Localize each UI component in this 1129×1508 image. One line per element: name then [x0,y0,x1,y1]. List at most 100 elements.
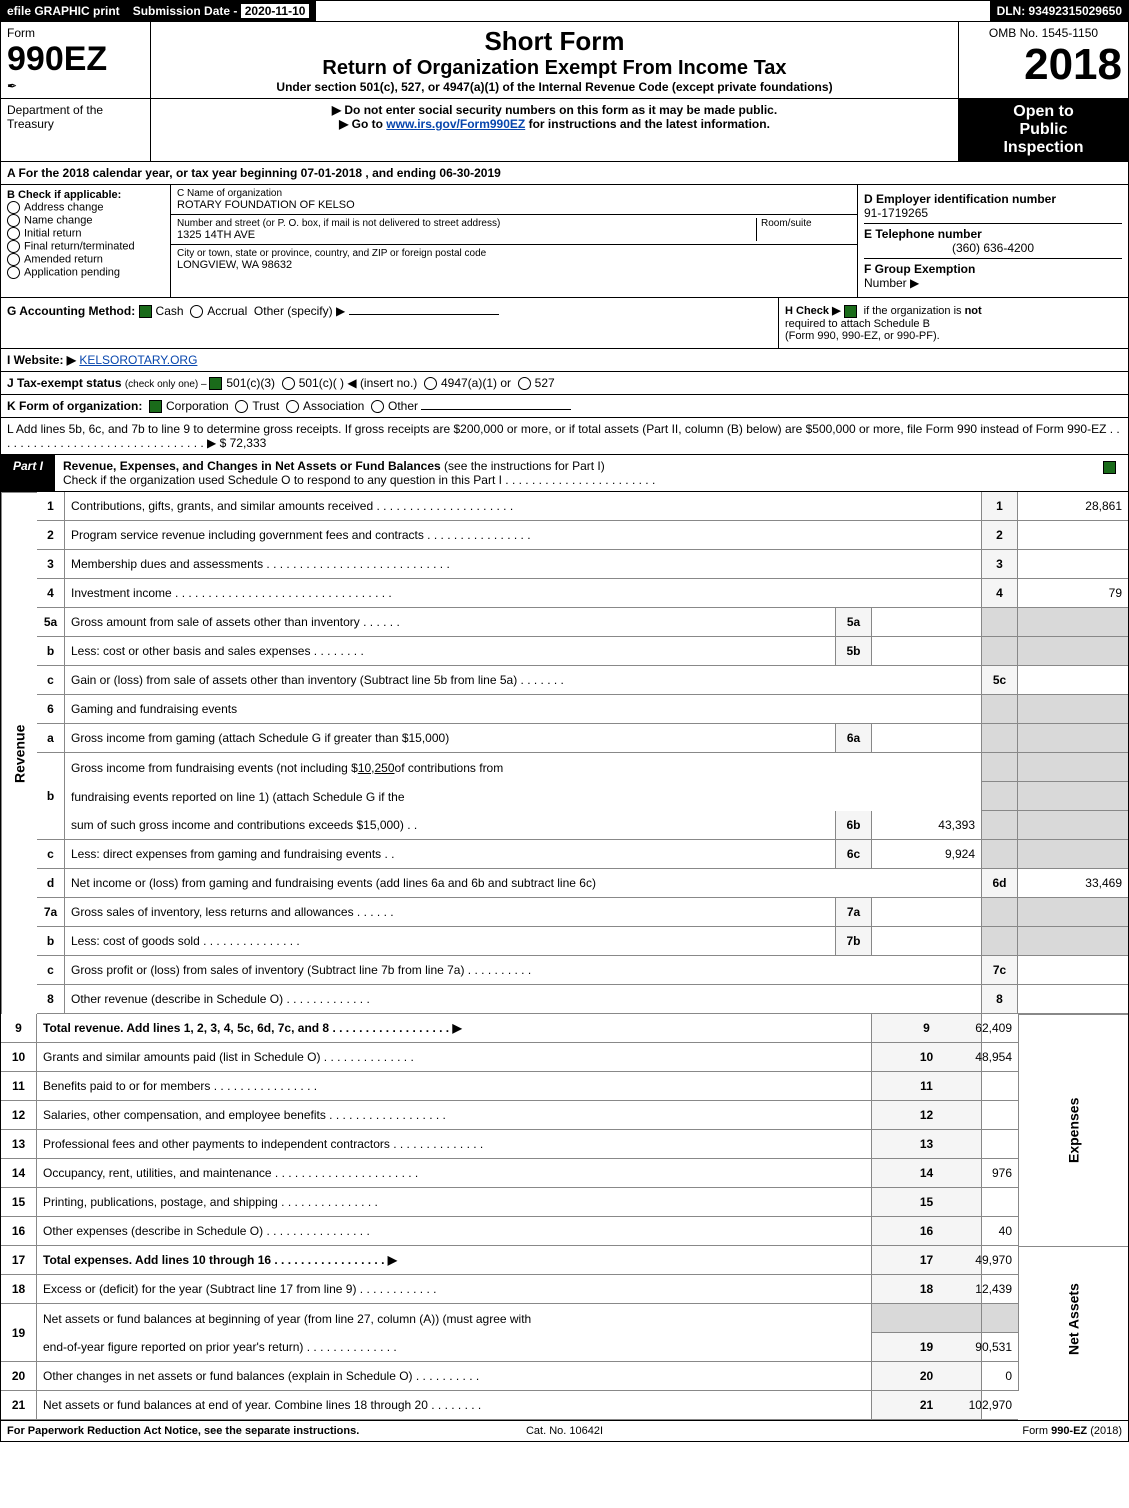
trust-radio[interactable] [235,400,248,413]
line-7b-mid-amount [872,927,982,956]
name-change-radio[interactable] [7,214,20,227]
form-label: Form [7,26,144,40]
address-change-label: Address change [24,201,104,213]
short-form-title: Short Form [157,26,952,57]
line-4-amount: 79 [1018,579,1128,608]
501c-radio[interactable] [282,377,295,390]
part-i-schedule-o-checkbox[interactable] [1103,461,1116,474]
501c-label: 501(c)( ) ◀ (insert no.) [299,376,418,390]
cash-label: Cash [156,304,184,318]
cash-checkbox[interactable] [139,305,152,318]
other-specify-input[interactable] [349,314,499,315]
application-pending-radio[interactable] [7,266,20,279]
line-6b-desc-2: fundraising events reported on line 1) (… [65,782,982,811]
line-5a-mid-ref: 5a [836,608,872,637]
line-2-amount [1018,521,1128,550]
name-change-label: Name change [24,214,93,226]
line-6d-num: d [37,869,65,898]
4947a1-label: 4947(a)(1) or [441,376,511,390]
527-radio[interactable] [518,377,531,390]
line-6b-shade-c1 [982,811,1018,840]
other-org-radio[interactable] [371,400,384,413]
line-16-ref: 16 [872,1217,982,1246]
address-change-radio[interactable] [7,201,20,214]
ssn-warning: ▶ Do not enter social security numbers o… [157,103,952,117]
h-check-label: H Check ▶ [785,305,841,317]
4947a1-radio[interactable] [424,377,437,390]
ein-value: 91-1719265 [864,206,1122,220]
line-1-num: 1 [37,492,65,521]
line-6b-shade-a1 [982,753,1018,782]
line-5b-mid-amount [872,637,982,666]
h-checkbox[interactable] [844,305,857,318]
line-17-desc: Total expenses. Add lines 10 through 16 … [37,1246,872,1275]
line-14-desc: Occupancy, rent, utilities, and maintena… [37,1159,872,1188]
line-18-ref: 18 [872,1275,982,1304]
line-21-desc: Net assets or fund balances at end of ye… [37,1391,872,1420]
line-6b-text-1: Gross income from fundraising events (no… [71,761,358,775]
501c3-checkbox[interactable] [209,377,222,390]
omb-number: OMB No. 1545-1150 [965,26,1122,40]
irs-link[interactable]: www.irs.gov/Form990EZ [386,117,525,131]
form-number: 990EZ [7,40,144,79]
line-12-ref: 12 [872,1101,982,1130]
line-6c-shade-1 [982,840,1018,869]
line-16-amount: 40 [982,1217,1018,1246]
dept-treasury-2: Treasury [7,117,144,131]
line-7b-shade-2 [1018,927,1128,956]
line-7a-desc: Gross sales of inventory, less returns a… [65,898,836,927]
line-5c-amount [1018,666,1128,695]
line-5c-ref: 5c [982,666,1018,695]
initial-return-radio[interactable] [7,227,20,240]
website-label: I Website: ▶ [7,353,76,367]
line-7b-num: b [37,927,65,956]
city-label: City or town, state or province, country… [177,248,851,259]
line-11-amount [982,1072,1018,1101]
part-i-check-text: Check if the organization used Schedule … [63,473,655,487]
line-2-desc: Program service revenue including govern… [65,521,982,550]
open-line-3: Inspection [965,139,1122,157]
goto-pre: ▶ Go to [339,117,386,131]
initial-return-label: Initial return [24,227,81,239]
room-suite-label: Room/suite [761,218,851,229]
line-15-amount [982,1188,1018,1217]
street-label: Number and street (or P. O. box, if mail… [177,218,756,229]
trust-label: Trust [252,399,279,413]
line-7a-shade-1 [982,898,1018,927]
line-7a-mid-amount [872,898,982,927]
expenses-section-label: Expenses [1018,1014,1128,1246]
corporation-checkbox[interactable] [149,400,162,413]
line-9-desc: Total revenue. Add lines 1, 2, 3, 4, 5c,… [37,1014,872,1043]
open-to-public-box: Open to Public Inspection [958,99,1128,161]
final-return-radio[interactable] [7,240,20,253]
efile-print-label[interactable]: efile GRAPHIC print [1,1,127,21]
line-6b-text-2: of contributions from [395,761,504,775]
line-15-desc: Printing, publications, postage, and shi… [37,1188,872,1217]
501c3-label: 501(c)(3) [226,376,275,390]
line-19-num: 19 [1,1304,37,1362]
form-header: Form 990EZ ✒ Short Form Return of Organi… [0,22,1129,99]
line-17-ref: 17 [872,1246,982,1275]
line-5a-num: 5a [37,608,65,637]
amended-return-radio[interactable] [7,253,20,266]
line-7b-mid-ref: 7b [836,927,872,956]
line-6b-num: b [37,753,65,840]
website-link[interactable]: KELSOROTARY.ORG [79,353,197,367]
form-footer-post: (2018) [1087,1425,1122,1437]
line-6-shade-1 [982,695,1018,724]
line-19-ref: 19 [872,1333,982,1362]
other-org-input[interactable] [421,409,571,410]
line-12-amount [982,1101,1018,1130]
accrual-radio[interactable] [190,305,203,318]
association-radio[interactable] [286,400,299,413]
row-j-tax-exempt: J Tax-exempt status (check only one) – 5… [0,372,1129,395]
line-6c-shade-2 [1018,840,1128,869]
form-footer-formno: 990-EZ [1051,1425,1087,1437]
box-b-label: B Check if applicable: [7,189,121,201]
line-19-shade-2 [982,1304,1018,1333]
final-return-label: Final return/terminated [24,240,135,252]
line-1-ref: 1 [982,492,1018,521]
line-4-num: 4 [37,579,65,608]
block-b-c-d: B Check if applicable: Address change Na… [0,185,1129,298]
line-7b-shade-1 [982,927,1018,956]
